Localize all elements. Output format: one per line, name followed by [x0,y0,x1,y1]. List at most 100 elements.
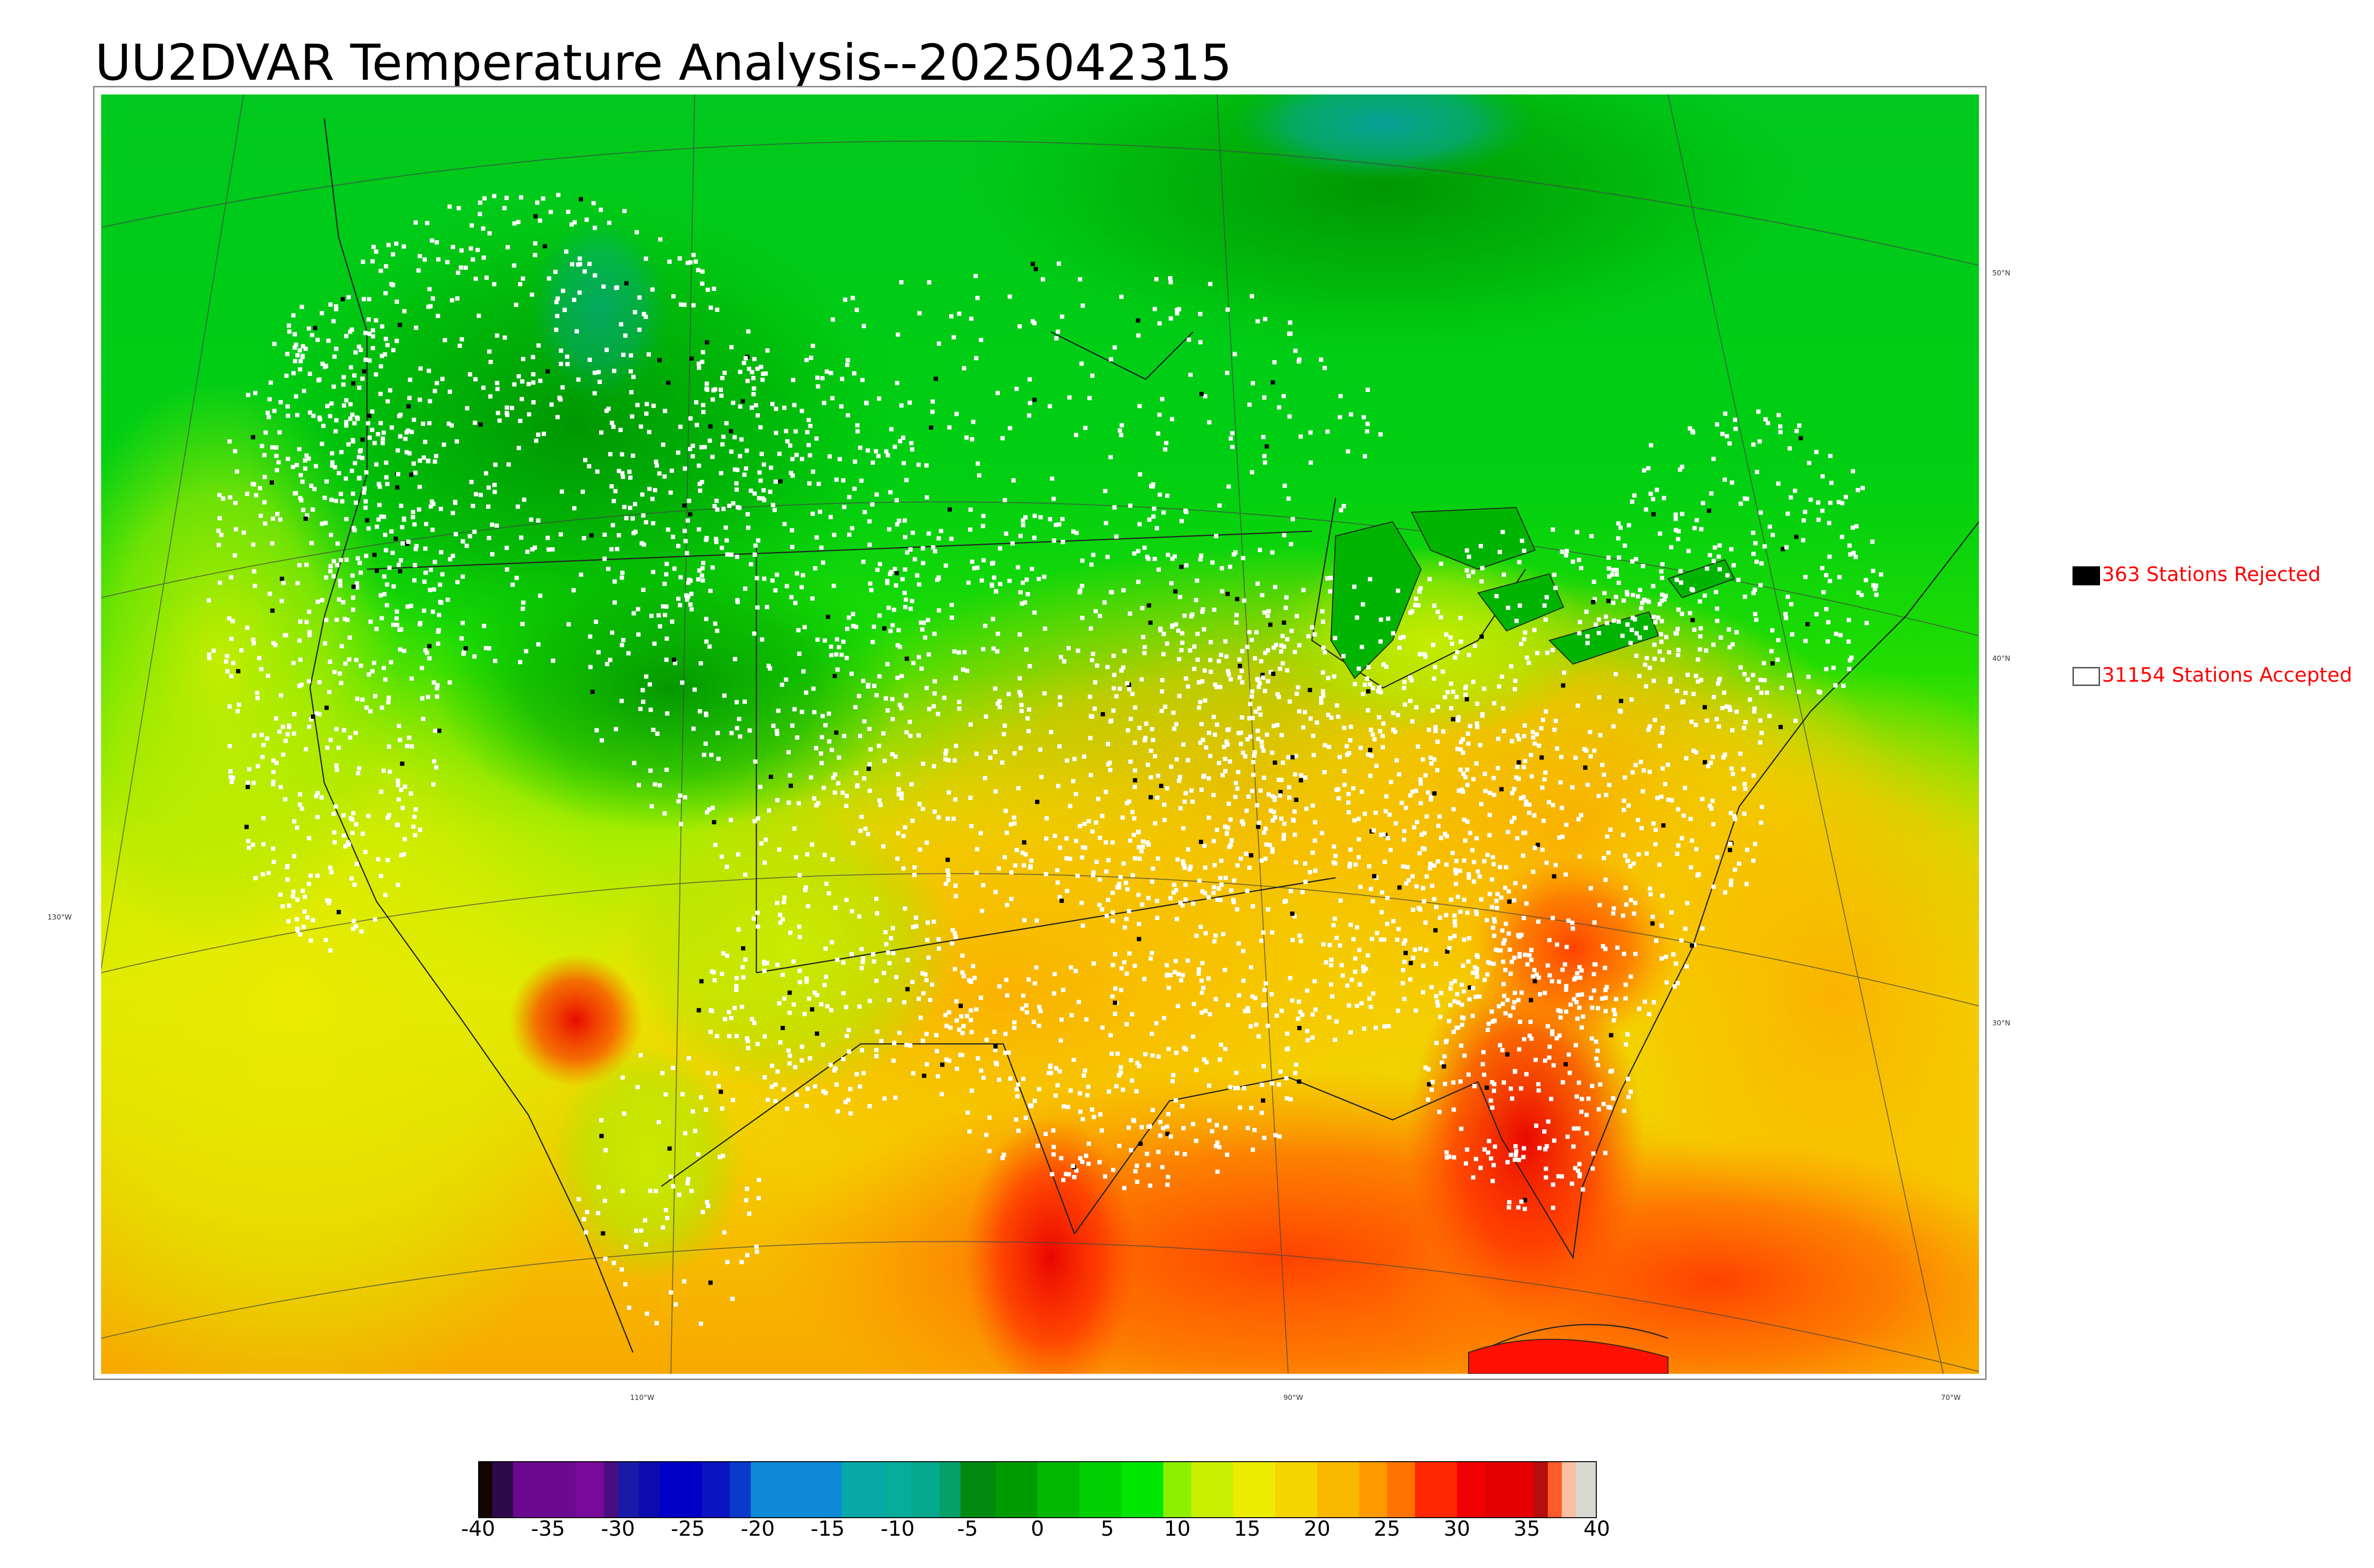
accepted-station-marker [1028,865,1033,870]
accepted-station-marker [951,928,955,932]
accepted-station-marker [1103,1174,1107,1179]
accepted-station-marker [635,1085,640,1089]
accepted-station-marker [1416,603,1421,608]
accepted-station-marker [924,463,929,468]
accepted-station-marker [1064,856,1069,861]
accepted-station-marker [827,454,832,459]
accepted-station-marker [1508,971,1513,976]
accepted-station-marker [821,560,826,565]
accepted-station-marker [207,656,212,660]
accepted-station-marker [405,450,409,455]
accepted-station-marker [780,683,784,687]
accepted-station-marker [1544,1166,1548,1171]
accepted-station-marker [1589,534,1594,538]
accepted-station-marker [1100,1128,1104,1133]
accepted-station-marker [1644,684,1649,689]
accepted-station-marker [1847,658,1852,663]
accepted-station-marker [531,372,536,376]
accepted-station-marker [1660,766,1665,771]
accepted-station-marker [512,263,517,268]
colorbar-segment [1233,1461,1276,1518]
accepted-station-marker [473,377,478,382]
accepted-station-marker [613,489,618,494]
accepted-station-marker [1332,916,1337,921]
accepted-station-marker [1287,795,1291,800]
accepted-station-marker [1797,689,1801,694]
accepted-station-marker [1203,891,1207,895]
accepted-station-marker [909,782,914,787]
map-title: UU2DVAR Temperature Analysis--2025042315 [95,34,1232,92]
accepted-station-marker [1754,617,1759,622]
rejected-station-marker [1780,547,1785,552]
accepted-station-marker [1668,676,1673,681]
accepted-station-marker [1366,387,1370,392]
accepted-station-marker [233,553,237,558]
accepted-station-marker [1399,800,1404,805]
accepted-station-marker [1339,963,1344,967]
accepted-station-marker [1557,1033,1562,1038]
accepted-station-marker [1789,495,1793,500]
accepted-station-marker [1130,873,1135,878]
accepted-station-marker [1291,517,1295,522]
colorbar-segment [639,1461,660,1518]
accepted-station-marker [893,567,897,572]
accepted-station-marker [1358,745,1363,750]
accepted-station-marker [1659,639,1664,644]
accepted-station-marker [1097,902,1102,907]
accepted-station-marker [1519,641,1524,646]
accepted-station-marker [1262,460,1267,465]
accepted-station-marker [1592,920,1597,925]
accepted-station-marker [962,366,967,371]
accepted-station-marker [760,377,765,382]
accepted-station-marker [439,601,443,605]
accepted-station-marker [1305,988,1309,993]
accepted-station-marker [651,570,655,574]
accepted-station-marker [656,1120,661,1125]
rejected-station-marker [882,626,886,631]
accepted-station-marker [760,496,765,501]
accepted-station-marker [373,694,377,698]
accepted-station-marker [1465,783,1470,787]
accepted-station-marker [321,423,326,428]
accepted-station-marker [1655,488,1659,492]
accepted-station-marker [1319,696,1324,701]
accepted-station-marker [1605,620,1610,625]
accepted-station-marker [1726,627,1731,632]
accepted-station-marker [1605,834,1610,839]
accepted-station-marker [1592,972,1596,976]
accepted-station-marker [1572,1126,1576,1131]
accepted-station-marker [810,469,815,474]
accepted-station-marker [1475,721,1479,726]
accepted-station-marker [884,942,889,947]
accepted-station-marker [1463,775,1468,779]
accepted-station-marker [857,1004,862,1009]
accepted-station-marker [1055,868,1060,873]
accepted-station-marker [1263,826,1268,831]
rejected-station-marker [895,571,899,575]
accepted-station-marker [957,700,961,704]
accepted-station-marker [992,1030,997,1034]
accepted-station-marker [1361,969,1366,974]
accepted-station-marker [1567,1070,1572,1075]
accepted-station-marker [852,371,857,376]
accepted-station-marker [1046,1071,1051,1075]
accepted-station-marker [1186,758,1190,762]
accepted-station-marker [1523,759,1527,763]
accepted-station-marker [1080,855,1084,860]
accepted-station-marker [1024,577,1029,582]
accepted-station-marker [1608,827,1613,832]
colorbar-tick-label: -15 [810,1517,845,1541]
accepted-station-marker [787,1061,792,1066]
accepted-station-marker [1423,773,1428,778]
accepted-station-marker [1017,690,1022,695]
rejected-station-marker [922,1073,926,1078]
accepted-station-marker [1016,1082,1020,1087]
rejected-station-marker [1528,998,1533,1003]
accepted-station-marker [1127,799,1131,804]
accepted-station-marker [1008,1076,1013,1081]
accepted-station-marker [1623,982,1628,987]
accepted-station-marker [1061,540,1065,545]
accepted-station-marker [286,919,291,924]
accepted-station-marker [1658,743,1662,748]
accepted-station-marker [975,565,980,570]
